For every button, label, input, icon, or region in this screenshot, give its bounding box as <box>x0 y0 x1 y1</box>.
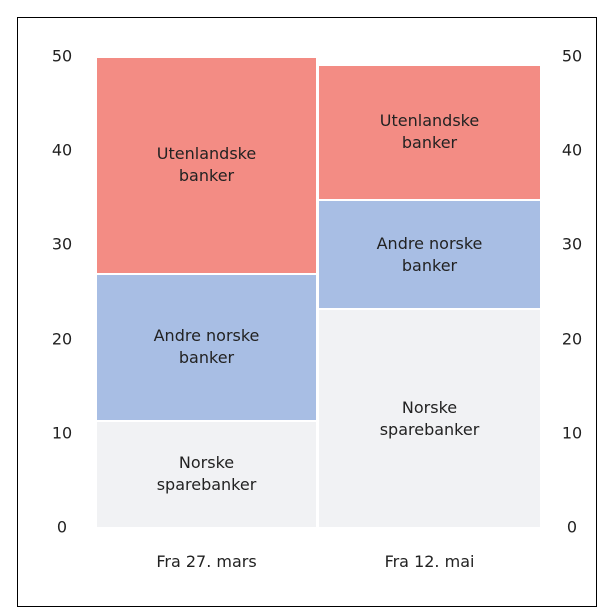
y2-tick-label: 10 <box>561 423 583 443</box>
y-tick-label: 30 <box>51 234 73 254</box>
segment-label: Norske sparebanker <box>379 397 480 439</box>
y-tick-label: 20 <box>51 329 73 349</box>
bar-segment: Norske sparebanker <box>97 419 316 527</box>
y2-tick-label: 0 <box>566 517 578 537</box>
x-tick-label: Fra 27. mars <box>156 552 257 571</box>
y2-tick-label: 50 <box>561 46 583 66</box>
segment-label: Andre norske banker <box>153 326 260 368</box>
bar-segment: Utenlandske banker <box>97 56 316 273</box>
y2-tick-label: 30 <box>561 234 583 254</box>
bar-segment: Andre norske banker <box>319 199 540 309</box>
y-tick-label: 40 <box>51 140 73 160</box>
y2-tick-label: 40 <box>561 140 583 160</box>
bar-segment: Andre norske banker <box>97 272 316 420</box>
y-tick-label: 10 <box>51 423 73 443</box>
segment-label: Norske sparebanker <box>156 453 257 495</box>
segment-label: Andre norske banker <box>376 233 483 275</box>
segment-label: Utenlandske banker <box>156 144 257 186</box>
bar-segment: Utenlandske banker <box>319 63 540 200</box>
y2-tick-label: 20 <box>561 329 583 349</box>
y-tick-label: 0 <box>56 517 68 537</box>
bar-segment: Norske sparebanker <box>319 308 540 527</box>
x-tick-label: Fra 12. mai <box>384 552 475 571</box>
y-tick-label: 50 <box>51 46 73 66</box>
segment-label: Utenlandske banker <box>379 111 480 153</box>
